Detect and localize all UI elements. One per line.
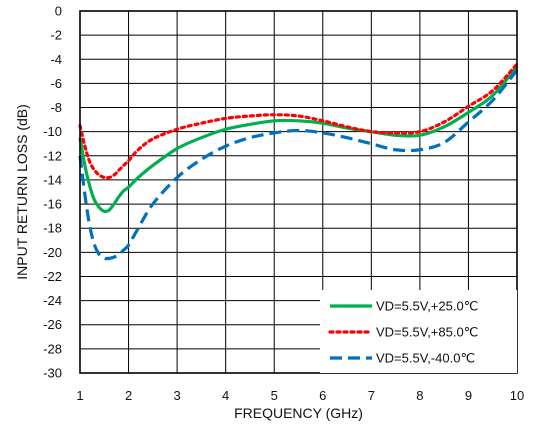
legend-label-2: VD=5.5V,+85.0℃ (376, 325, 478, 340)
x-tick-label: 4 (222, 388, 229, 403)
x-tick-label: 10 (510, 388, 524, 403)
legend-label-3: VD=5.5V,-40.0℃ (376, 351, 475, 366)
y-tick-label: -6 (50, 76, 62, 91)
y-tick-labels: 0 -2 -4 -6 -8 -10 -12 -14 -16 -18 -20 -22 -24 -26 -28 -… (43, 4, 62, 381)
x-tick-label: 7 (368, 388, 375, 403)
series-lines (78, 62, 519, 261)
x-tick-labels: 1 2 3 4 5 6 7 8 9 10 (76, 388, 524, 403)
y-tick-label: -16 (43, 197, 62, 212)
x-tick-label: 5 (271, 388, 278, 403)
x-tick-label: 8 (416, 388, 423, 403)
y-tick-label: -30 (43, 366, 62, 381)
plot-border (79, 10, 518, 374)
x-tick-label: 3 (173, 388, 180, 403)
y-tick-label: -10 (43, 124, 62, 139)
y-tick-label: -20 (43, 245, 62, 260)
legend: VD=5.5V,+25.0℃ VD=5.5V,+85.0℃ VD=5.5V,-40.… (320, 290, 517, 373)
x-tick-label: 2 (125, 388, 132, 403)
series-line-1 (78, 65, 519, 214)
x-tick-label: 6 (319, 388, 326, 403)
x-tick-label: 1 (76, 388, 83, 403)
y-tick-label: -24 (43, 293, 62, 308)
legend-label-1: VD=5.5V,+25.0℃ (376, 299, 478, 314)
x-axis-title: FREQUENCY (GHz) (234, 405, 363, 421)
series-line-2 (78, 62, 519, 180)
y-tick-label: -22 (43, 269, 62, 284)
y-tick-label: -14 (43, 172, 62, 187)
x-tick-label: 9 (465, 388, 472, 403)
y-tick-label: -28 (43, 341, 62, 356)
series-line-3 (78, 69, 519, 261)
y-tick-label: -12 (43, 148, 62, 163)
y-tick-label: -8 (50, 100, 62, 115)
y-tick-label: -4 (50, 52, 62, 67)
y-tick-label: -26 (43, 317, 62, 332)
y-tick-label: -18 (43, 221, 62, 236)
y-tick-label: -2 (50, 28, 62, 43)
y-tick-label: 0 (55, 4, 62, 19)
y-axis-title: INPUT RETURN LOSS (dB) (14, 104, 30, 280)
